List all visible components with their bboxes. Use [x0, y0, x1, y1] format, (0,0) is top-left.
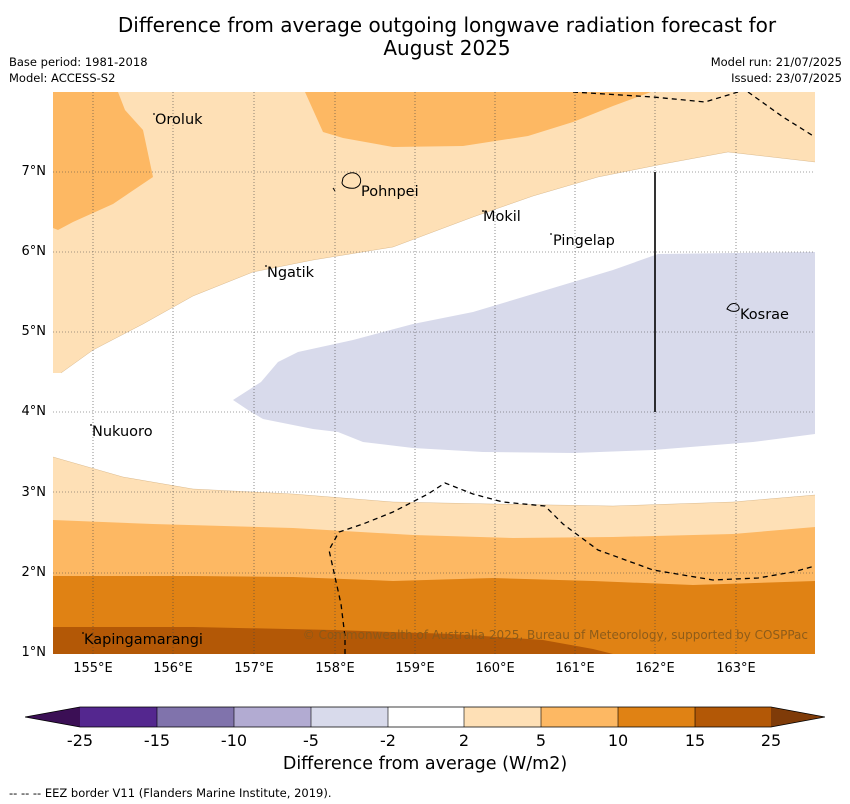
grid-lines [53, 92, 815, 654]
pohnpei-reef-mark [332, 187, 336, 192]
colorbar [25, 706, 825, 728]
colorbar-tick-25: 25 [760, 731, 782, 750]
oroluk-atoll [153, 113, 155, 115]
label-pohnpei: Pohnpei [361, 184, 419, 200]
lat-label-4n: 4°N [21, 404, 47, 419]
eez-border [328, 92, 815, 654]
colorbar-seg-neg10-neg5 [234, 707, 311, 727]
colorbar-seg-5-10 [541, 707, 618, 727]
colorbar-seg-neg25-neg15 [80, 707, 157, 727]
label-pingelap: Pingelap [553, 233, 615, 249]
label-kapingamarangi: Kapingamarangi [84, 632, 203, 648]
copyright-notice: © Commonwealth of Australia 2025, Bureau… [302, 628, 808, 642]
issued-date: Issued: 23/07/2025 [731, 71, 842, 85]
label-ngatik: Ngatik [267, 265, 315, 281]
kapingamarangi-atoll [82, 632, 84, 634]
colorbar-outline [25, 706, 825, 728]
lon-label-155e: 155°E [73, 661, 113, 676]
colorbar-tick-neg10: -10 [220, 731, 248, 750]
colorbar-seg-2-5 [464, 707, 541, 727]
label-oroluk: Oroluk [155, 112, 203, 128]
pingelap-atoll [550, 233, 552, 235]
colorbar-tick-neg15: -15 [143, 731, 171, 750]
band-15-25-south [53, 627, 613, 654]
colorbar-seg-neg5-neg2 [311, 707, 388, 727]
meta-right: Model run: 21/07/2025 Issued: 23/07/2025 [711, 54, 842, 86]
map-plot [53, 92, 815, 654]
lon-label-157e: 157°E [234, 661, 274, 676]
colorbar-extend-low [25, 707, 80, 727]
lon-label-158e: 158°E [315, 661, 355, 676]
base-period: Base period: 1981-2018 [9, 55, 148, 69]
lon-label-162e: 162°E [635, 661, 675, 676]
colorbar-seg-neg2-2 [388, 707, 464, 727]
map-title: Difference from average outgoing longwav… [0, 14, 850, 60]
lat-label-7n: 7°N [21, 164, 47, 179]
lat-label-6n: 6°N [21, 244, 47, 259]
colorbar-tick-2: 2 [458, 731, 470, 750]
lon-label-159e: 159°E [395, 661, 435, 676]
lat-label-5n: 5°N [21, 324, 47, 339]
colorbar-seg-neg15-neg10 [157, 707, 234, 727]
band-5-10-north [305, 92, 651, 147]
nukuoro-atoll [90, 424, 92, 426]
ngatik-atoll [265, 265, 267, 267]
colorbar-seg-10-15 [618, 707, 695, 727]
lat-label-2n: 2°N [21, 565, 47, 580]
label-kosrae: Kosrae [740, 307, 789, 323]
lon-label-163e: 163°E [716, 661, 756, 676]
colorbar-tick-neg25: -25 [66, 731, 94, 750]
band-5-10-northwest [53, 92, 153, 230]
colorbar-tick-15: 15 [684, 731, 706, 750]
kosrae-island-outline [726, 303, 740, 312]
colorbar-extend-high [771, 707, 825, 727]
title-line-2: August 2025 [383, 36, 511, 60]
band-2-5-north [53, 92, 815, 373]
model-name: Model: ACCESS-S2 [9, 71, 116, 85]
colorbar-tick-5: 5 [535, 731, 547, 750]
colorbar-title: Difference from average (W/m2) [282, 754, 568, 774]
mokil-atoll [482, 210, 484, 212]
pohnpei-island-outline [341, 172, 362, 189]
colorbar-tick-neg2: -2 [380, 731, 396, 750]
lon-label-156e: 156°E [153, 661, 193, 676]
label-nukuoro: Nukuoro [92, 424, 153, 440]
model-run: Model run: 21/07/2025 [710, 55, 842, 69]
lat-label-1n: 1°N [21, 645, 47, 660]
label-mokil: Mokil [483, 209, 521, 225]
colorbar-seg-15-25 [695, 707, 771, 727]
lon-label-161e: 161°E [555, 661, 595, 676]
lon-label-160e: 160°E [475, 661, 515, 676]
colorbar-tick-10: 10 [607, 731, 629, 750]
colorbar-tick-neg5: -5 [303, 731, 319, 750]
eez-footnote: -- -- -- EEZ border V11 (Flanders Marine… [9, 786, 332, 800]
meta-left: Base period: 1981-2018 Model: ACCESS-S2 [9, 54, 148, 86]
title-line-1: Difference from average outgoing longwav… [117, 13, 777, 37]
band-neg5-neg2 [233, 252, 815, 453]
lat-label-3n: 3°N [21, 485, 47, 500]
